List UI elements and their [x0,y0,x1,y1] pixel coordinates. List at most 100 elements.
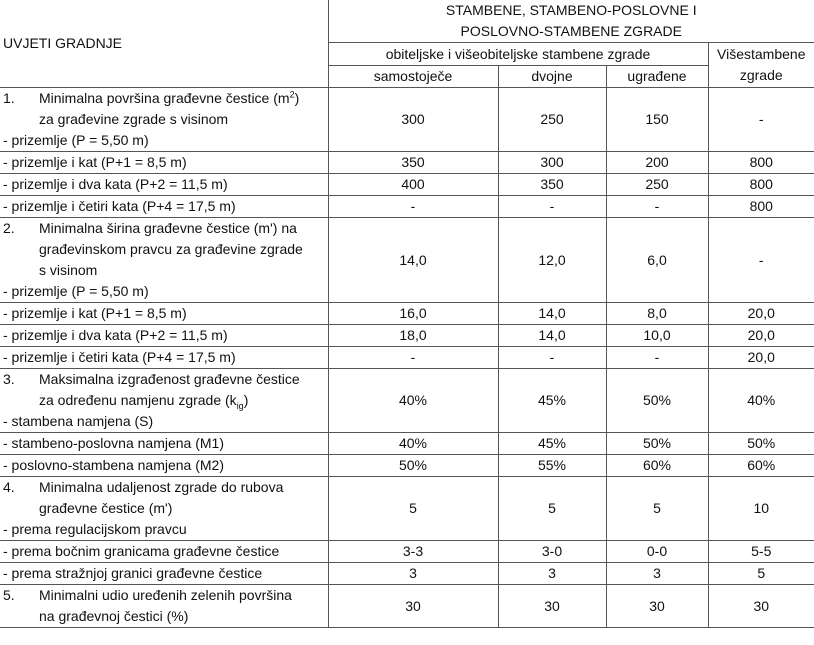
table-row: 5. Minimalni udio uređenih zelenih površi… [0,584,814,628]
value-cell: 10 [707,476,814,541]
value-cell: 50% [605,432,709,455]
row-label-text: - prizemlje i kat (P+1 = 8,5 m) [3,305,187,321]
row-label-text: - prema bočnim granicama građevne čestic… [3,543,280,559]
value-cell: 45% [497,432,607,455]
value-cell: 45% [497,368,607,433]
value-cell: 16,0 [327,302,499,325]
section-title-line: s visinom [3,260,325,281]
row-label: 3. Maksimalna izgrađenost građevne čestic… [0,368,329,433]
value-cell: - [707,217,814,303]
table-row: - prizemlje i dva kata (P+2 = 11,5 m) 18,… [0,324,814,347]
section-number: 3. [3,371,15,387]
paren: ) [243,392,249,408]
section-title-text: s visinom [39,262,98,278]
header-group-line1: STAMBENE, STAMBENO-POSLOVNE I [445,2,697,18]
row-label-text: - prizemlje i dva kata (P+2 = 11,5 m) [3,176,228,192]
value-cell: 0-0 [605,540,709,563]
value-cell: 55% [497,454,607,477]
value-cell: 5 [707,562,814,585]
header-uvjeti-gradnje: UVJETI GRADNJE [0,0,329,88]
value-cell: 3 [497,562,607,585]
table-row: - prizemlje i kat (P+1 = 8,5 m) 350 300 200… [0,151,814,174]
section-title-text: Minimalna udaljenost zgrade do rubova [39,479,284,495]
row-label: - prema bočnim granicama građevne čestic… [0,540,329,563]
value-cell: 30 [497,584,607,628]
value-cell: 18,0 [327,324,499,347]
table-row: - prema bočnim granicama građevne čestic… [0,540,814,563]
section-title-line: za određenu namjenu zgrade (kig) [3,390,325,411]
subscript: ig [236,400,244,411]
value-cell: 10,0 [605,324,709,347]
table-row: - stambeno-poslovna namjena (M1) 40% 45% 50… [0,432,814,455]
section-title-line: građevinskom pravcu za građevine zgrade [3,239,325,260]
row-label: 5. Minimalni udio uređenih zelenih površi… [0,584,329,628]
value-cell: 14,0 [497,302,607,325]
section-title-line: 4. Minimalna udaljenost zgrade do rubova [3,478,325,499]
value-cell: 5-5 [707,540,814,563]
value-cell: 350 [327,151,499,174]
value-cell: 800 [707,195,814,218]
value-cell: 20,0 [707,324,814,347]
table-row: 1. Minimalna površina građevne čestice (m… [0,87,814,152]
section-title-text: Minimalna površina građevne čestice (m [39,90,290,106]
table-row: - prema stražnjoj granici građevne česti… [0,562,814,585]
row-label: - poslovno-stambena namjena (M2) [0,454,329,477]
value-cell: 14,0 [497,324,607,347]
section-number: 5. [3,587,15,603]
row-label: 4. Minimalna udaljenost zgrade do rubova g… [0,476,329,541]
table-row: - prizemlje i četiri kata (P+4 = 17,5 m)… [0,346,814,369]
row-label-text: - prizemlje i kat (P+1 = 8,5 m) [3,154,187,170]
value-cell: 800 [707,151,814,174]
section-title-text: građevne čestice (m') [39,500,173,516]
row-label: 1. Minimalna površina građevne čestice (m… [0,87,329,152]
row-label-text: - prema regulacijskom pravcu [3,521,187,537]
section-title-text: za određenu namjenu zgrade (k [39,392,237,408]
section-title-text: Minimalni udio uređenih zelenih površina [39,587,292,603]
section-title-text: za građevine zgrade s visinom [39,111,229,127]
row-label: - prema stražnjoj granici građevne česti… [0,562,329,585]
table-row: 4. Minimalna udaljenost zgrade do rubova g… [0,476,814,541]
value-cell: 300 [327,87,499,152]
row-label: - prizemlje i četiri kata (P+4 = 17,5 m) [0,346,329,369]
value-cell: 50% [707,432,814,455]
section-title-text: Minimalna širina građevne čestice (m') n… [39,220,297,236]
value-cell: 250 [605,173,709,196]
header-group-line2: POSLOVNO-STAMBENE ZGRADE [460,23,682,39]
header-col-dvojne: dvojne [497,65,607,88]
table-row: - poslovno-stambena namjena (M2) 50% 55% 60… [0,454,814,477]
row-label: - prizemlje i kat (P+1 = 8,5 m) [0,151,329,174]
value-cell: 5 [327,476,499,541]
section-number: 4. [3,479,15,495]
row-label: - prizemlje i dva kata (P+2 = 11,5 m) [0,324,329,347]
header-visestambene: Višestambene zgrade [707,42,814,88]
value-cell: 5 [497,476,607,541]
value-cell: 30 [707,584,814,628]
value-cell: 800 [707,173,814,196]
value-cell: 150 [605,87,709,152]
value-cell: 400 [327,173,499,196]
value-cell: 50% [327,454,499,477]
paren: ) [294,90,300,106]
value-cell: - [497,195,607,218]
value-cell: 3-0 [497,540,607,563]
header-col-ugradene: ugrađene [605,65,708,88]
table-row: - prizemlje i četiri kata (P+4 = 17,5 m)… [0,195,814,218]
section-title-line: za građevine zgrade s visinom [3,109,325,130]
section-title-line: 3. Maksimalna izgrađenost građevne čestic… [3,370,325,391]
section-number: 1. [3,90,15,106]
value-cell: 8,0 [605,302,709,325]
value-cell: 3 [327,562,499,585]
section-title-line: na građevnoj čestici (%) [3,606,325,627]
value-cell: - [497,346,607,369]
value-cell: 250 [497,87,607,152]
value-cell: 30 [327,584,499,628]
row-label: - prizemlje i četiri kata (P+4 = 17,5 m) [0,195,329,218]
row-label-text: - poslovno-stambena namjena (M2) [3,457,224,473]
table-row: - prizemlje i kat (P+1 = 8,5 m) 16,0 14,0 8… [0,302,814,325]
section-title-line: građevne čestice (m') [3,498,325,519]
superscript: 2 [289,89,295,100]
value-cell: 3-3 [327,540,499,563]
value-cell: 30 [605,584,709,628]
row-label-text: - prizemlje i četiri kata (P+4 = 17,5 m) [3,198,236,214]
value-cell: 20,0 [707,302,814,325]
